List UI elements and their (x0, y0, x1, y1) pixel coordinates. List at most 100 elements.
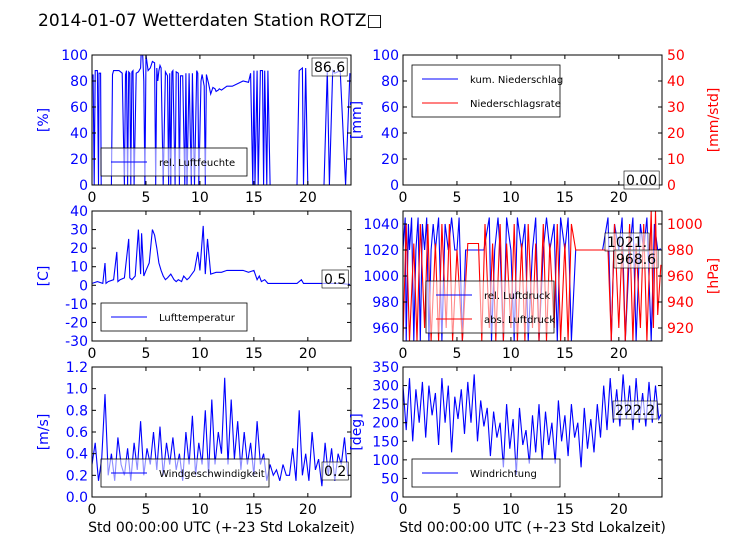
series-line-wind_speed-0 (92, 377, 350, 487)
y-right-tick-label: 30 (667, 100, 685, 116)
y-tick-label: 1000 (363, 269, 399, 285)
legend-label: kum. Niederschlag (470, 75, 563, 86)
last-value-label-box (623, 170, 660, 190)
y-tick-label: 20 (381, 152, 399, 168)
x-tick-label: 15 (245, 346, 263, 362)
legend-label: Niederschlagsrate (470, 99, 561, 110)
x-tick-label: 5 (452, 190, 461, 206)
x-tick-label: 15 (556, 190, 574, 206)
y-tick-label: 0.0 (66, 490, 88, 506)
y-right-tick-label: 940 (667, 295, 694, 311)
y-tick-label: 0 (390, 178, 399, 194)
x-tick-label: 5 (141, 502, 150, 518)
y-tick-label: 0.2 (66, 468, 88, 484)
y-tick-label: 60 (70, 100, 88, 116)
legend-label: Lufttemperatur (159, 313, 236, 324)
y-right-tick-label: 10 (667, 152, 685, 168)
x-tick-label: 20 (610, 502, 628, 518)
x-tick-label: 0 (88, 502, 97, 518)
x-tick-label: 15 (245, 502, 263, 518)
last-value-label-box (321, 461, 349, 481)
legend-label: rel. Luftdruck (484, 291, 550, 302)
y-tick-label: 1.0 (66, 382, 88, 398)
last-value-label-box (612, 400, 658, 420)
legend-box (425, 280, 555, 334)
last-value-label-right: 968.6 (616, 252, 656, 268)
x-tick-label: 0 (88, 346, 97, 362)
last-value-label: 0.00 (626, 173, 657, 189)
last-value-label: 86.6 (314, 60, 345, 76)
x-tick-label: 10 (502, 190, 520, 206)
last-value-label: 0.5 (324, 272, 346, 288)
y-tick-label: 80 (381, 74, 399, 90)
y-right-tick-label: 960 (667, 269, 694, 285)
plot-frame (91, 210, 352, 342)
y-tick-label: 100 (61, 48, 88, 64)
y-tick-label: 200 (372, 416, 399, 432)
y-tick-label: 0 (79, 178, 88, 194)
last-value-label-box (321, 269, 349, 289)
y-right-tick-label: 0 (667, 178, 676, 194)
y-tick-label: 0.6 (66, 425, 88, 441)
y-tick-label: 960 (372, 321, 399, 337)
y-tick-label: 40 (381, 126, 399, 142)
x-tick-label: 10 (502, 502, 520, 518)
x-axis-label: Std 00:00:00 UTC (+-23 Std Lokalzeit) (88, 520, 355, 536)
series-line-temperature-0 (92, 225, 350, 285)
y-tick-label: -30 (65, 334, 88, 350)
y-tick-label: 1.2 (66, 360, 88, 376)
panel-temperature: 0 5 10 15 20 -30 -20 -10 0 10 20 30 40 [C] Lufttempera… (36, 204, 352, 362)
y-tick-label: 1020 (363, 243, 399, 259)
y-tick-label: 0.4 (66, 447, 88, 463)
plot-frame (402, 366, 663, 498)
legend-label: Windgeschwindigkeit (159, 469, 265, 480)
legend-box (411, 64, 561, 118)
y-tick-label: 40 (70, 204, 88, 220)
y-tick-label: -20 (65, 315, 88, 331)
x-tick-label: 15 (556, 346, 574, 362)
y-right-tick-label: 20 (667, 126, 685, 142)
x-tick-label: 0 (88, 190, 97, 206)
y-tick-label: 40 (70, 126, 88, 142)
last-value-label-right-box (613, 249, 659, 269)
panel-pressure: 0 5 10 15 20 960 980 1000 1020 1040 920 940 960 980 10… (363, 210, 722, 362)
y-tick-label: 80 (70, 74, 88, 90)
y-right-tick-label: 920 (667, 321, 694, 337)
y-tick-label: 30 (70, 223, 88, 239)
figure-title: 2014-01-07 Wetterdaten Station ROTZ□ (38, 11, 383, 31)
x-tick-label: 20 (299, 502, 317, 518)
y-tick-label: 300 (372, 379, 399, 395)
y-tick-label: 350 (372, 360, 399, 376)
y-tick-label: 980 (372, 295, 399, 311)
x-tick-label: 15 (245, 190, 263, 206)
y-right-tick-label: 980 (667, 243, 694, 259)
legend-label: abs. Luftdruck (484, 315, 555, 326)
x-tick-label: 20 (610, 190, 628, 206)
y-right-tick-label: 1000 (667, 217, 703, 233)
panel-precipitation: 0 5 10 15 20 0 20 40 60 80 100 0 10 20 30 40 50 [mm] [mm/s… (349, 48, 722, 206)
y-right-axis-label: [mm/std] (706, 88, 722, 153)
x-axis-label: Std 00:00:00 UTC (+-23 Std Lokalzeit) (399, 520, 666, 536)
y-right-tick-label: 50 (667, 48, 685, 64)
y-tick-label: 0 (390, 490, 399, 506)
x-tick-label: 5 (141, 190, 150, 206)
plot-frame (91, 54, 352, 186)
last-value-label: 222.2 (615, 403, 655, 419)
y-axis-label: [%] (36, 108, 52, 132)
x-tick-label: 5 (452, 346, 461, 362)
x-tick-label: 10 (502, 346, 520, 362)
y-tick-label: 10 (70, 260, 88, 276)
y-right-tick-label: 40 (667, 74, 685, 90)
y-axis-label: [C] (36, 266, 52, 287)
legend-label: rel. Luftfeuchte (159, 158, 235, 169)
y-tick-label: 0 (79, 278, 88, 294)
last-value-label: 1021. (607, 235, 647, 251)
y-axis-label: [deg] (349, 413, 365, 450)
panel-humidity: 0 5 10 15 20 0 20 40 60 80 100 [%] rel. Luftfeuchte 8… (36, 48, 352, 206)
x-tick-label: 5 (141, 346, 150, 362)
y-tick-label: 100 (372, 453, 399, 469)
x-tick-label: 5 (452, 502, 461, 518)
panel-wind_speed: 0 5 10 15 20 0.0 0.2 0.4 0.6 0.8 1.0 1.2 [m/s] Std 00… (36, 360, 355, 536)
